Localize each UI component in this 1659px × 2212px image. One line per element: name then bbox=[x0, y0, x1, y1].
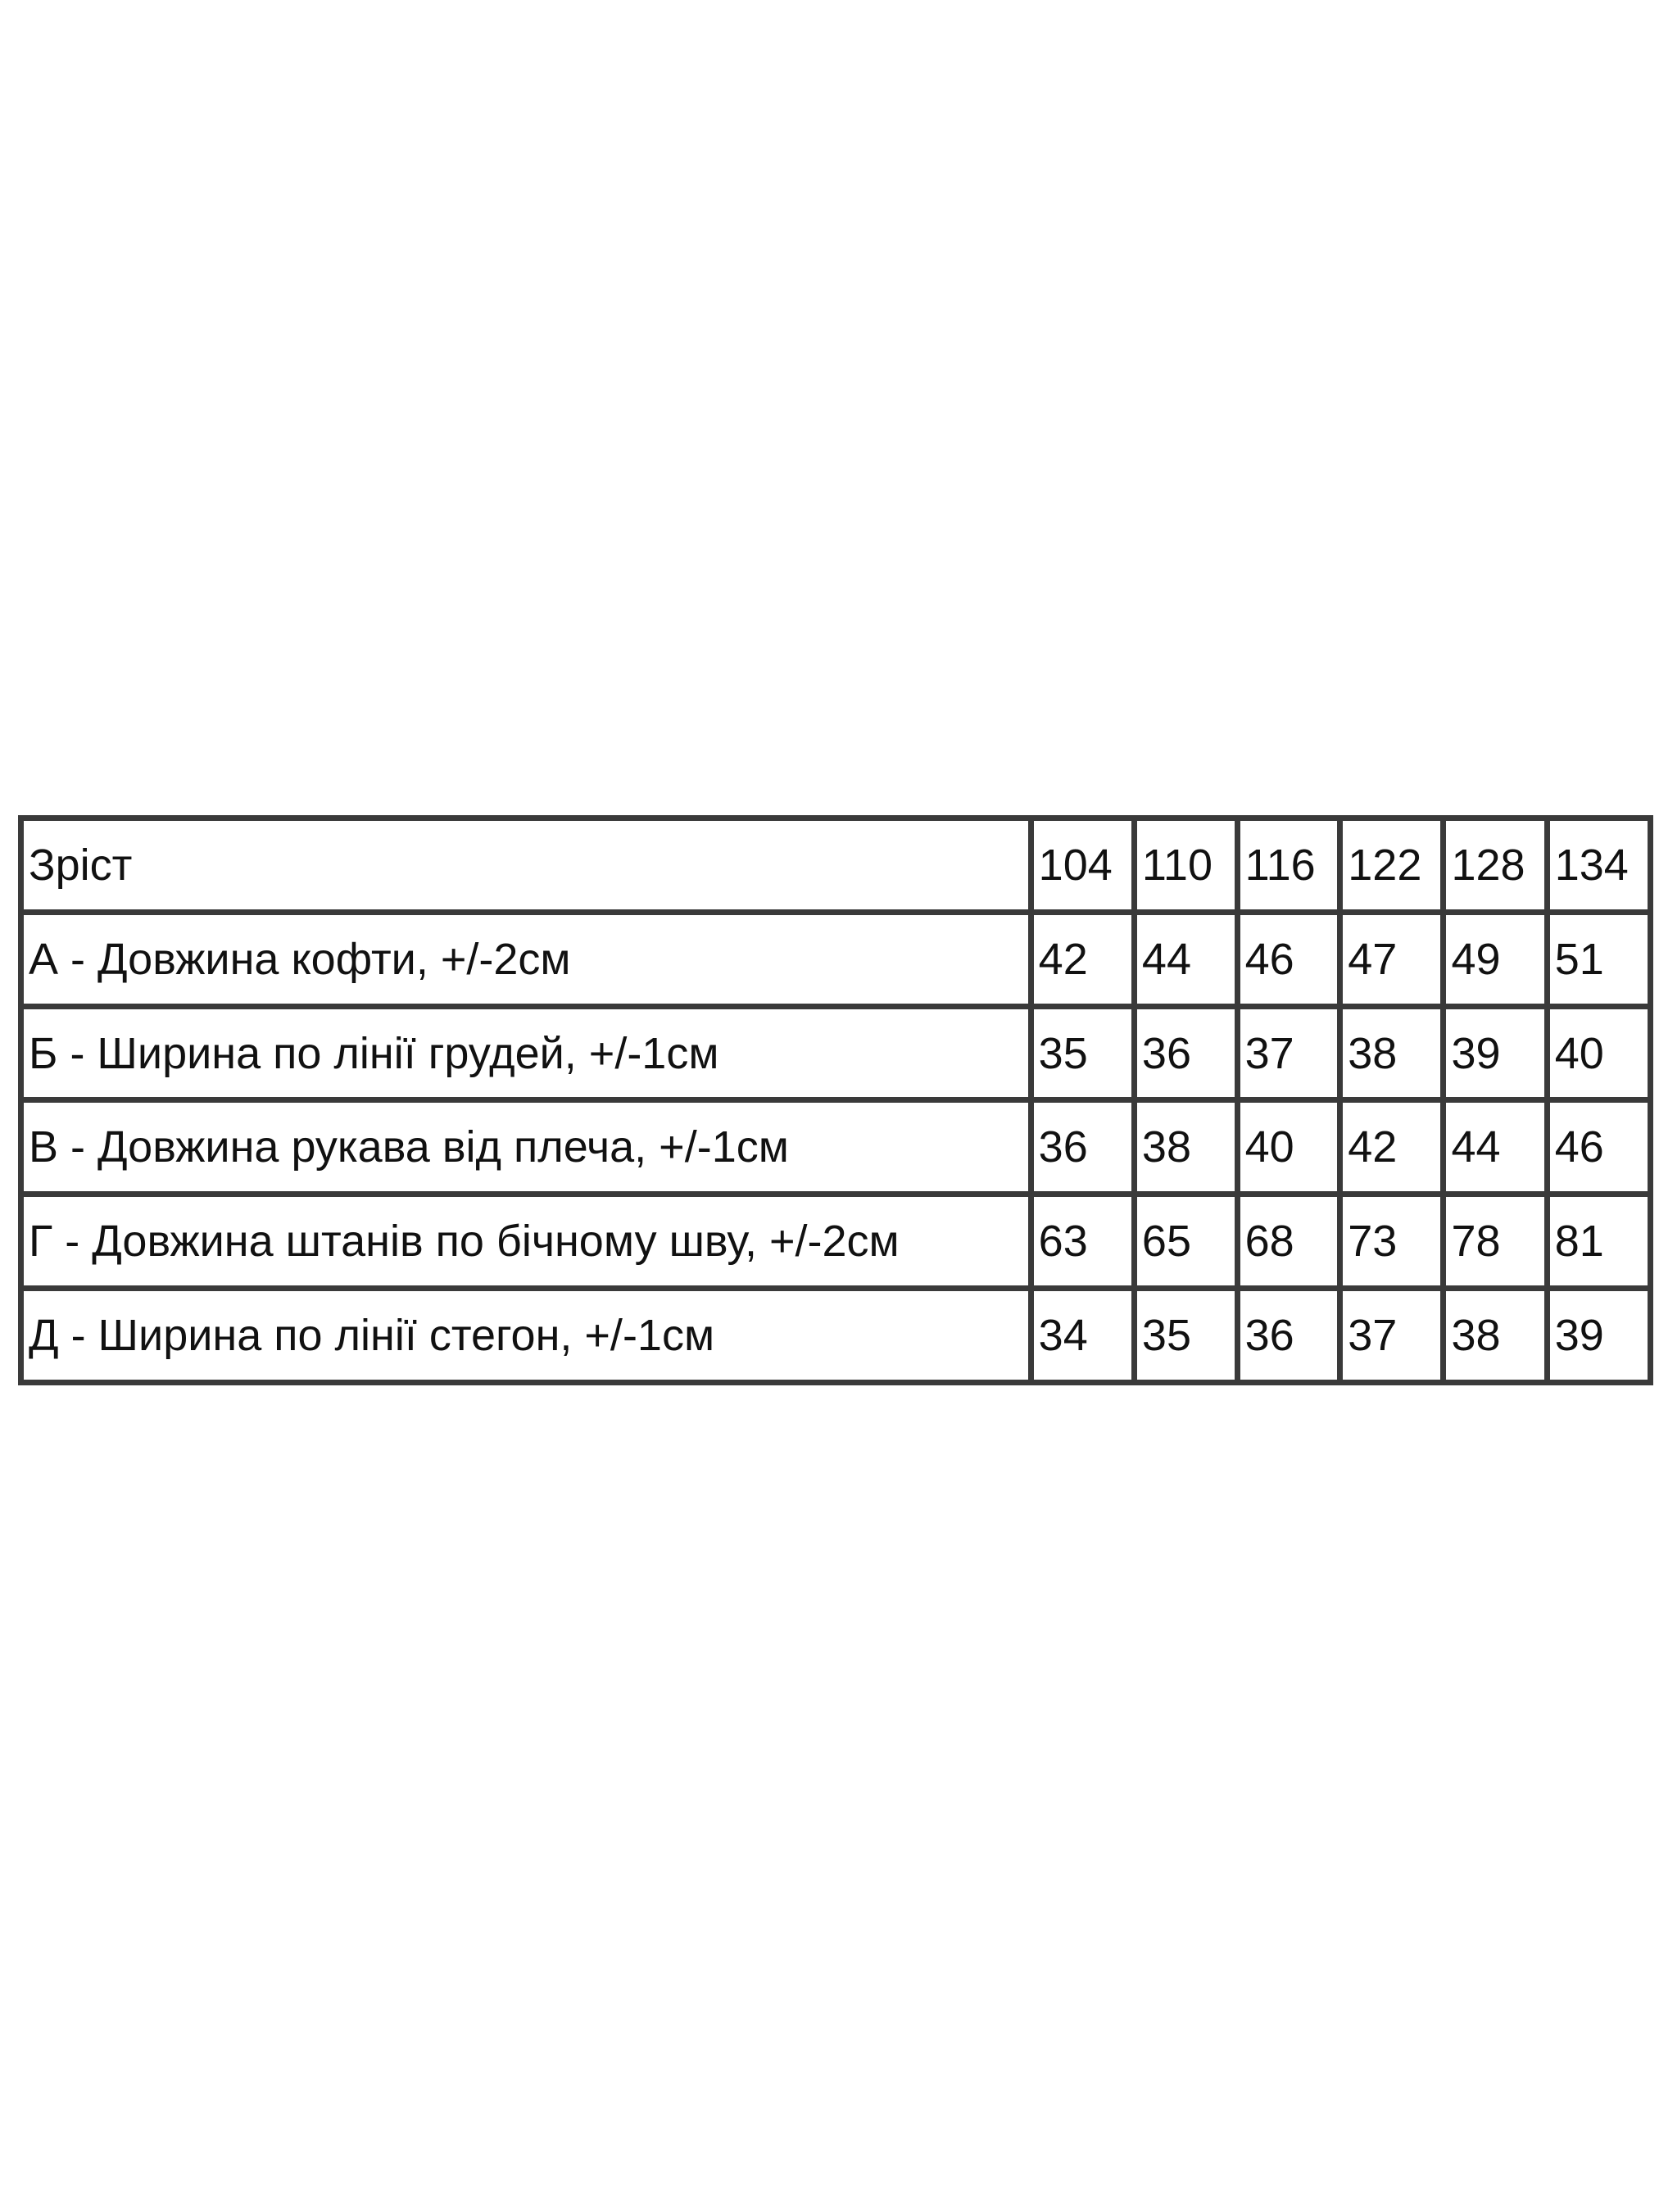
value-cell: 68 bbox=[1234, 1191, 1344, 1292]
value-cell: 38 bbox=[1131, 1097, 1240, 1198]
value-cell: 40 bbox=[1234, 1097, 1344, 1198]
table-row: Г - Довжина штанів по бічному шву, +/-2с… bbox=[18, 1191, 1654, 1292]
value-cell: 37 bbox=[1337, 1285, 1447, 1385]
row-label: Д - Ширина по лінії стегон, +/-1см bbox=[18, 1285, 1034, 1385]
table-header-row: Зріст 104 110 116 122 128 134 bbox=[18, 815, 1654, 915]
value-cell: 46 bbox=[1234, 909, 1344, 1009]
table-row: А - Довжина кофти, +/-2см 42 44 46 47 49 51 bbox=[18, 909, 1654, 1009]
size-chart-table: Зріст 104 110 116 122 128 134 А - Довжин… bbox=[18, 815, 1654, 1385]
value-cell: 38 bbox=[1440, 1285, 1550, 1385]
value-cell: 36 bbox=[1234, 1285, 1344, 1385]
row-label: А - Довжина кофти, +/-2см bbox=[18, 909, 1034, 1009]
value-cell: 38 bbox=[1337, 1003, 1447, 1104]
value-cell: 35 bbox=[1131, 1285, 1240, 1385]
value-cell: 63 bbox=[1027, 1191, 1137, 1292]
size-cell: 116 bbox=[1234, 815, 1344, 915]
size-cell: 134 bbox=[1543, 815, 1654, 915]
value-cell: 49 bbox=[1440, 909, 1550, 1009]
value-cell: 39 bbox=[1440, 1003, 1550, 1104]
value-cell: 40 bbox=[1543, 1003, 1654, 1104]
value-cell: 65 bbox=[1131, 1191, 1240, 1292]
row-label: Г - Довжина штанів по бічному шву, +/-2с… bbox=[18, 1191, 1034, 1292]
value-cell: 81 bbox=[1543, 1191, 1654, 1292]
table-row: Д - Ширина по лінії стегон, +/-1см 34 35 36… bbox=[18, 1285, 1654, 1385]
value-cell: 44 bbox=[1131, 909, 1240, 1009]
table-row: В - Довжина рукава від плеча, +/-1см 36 38… bbox=[18, 1097, 1654, 1198]
value-cell: 73 bbox=[1337, 1191, 1447, 1292]
value-cell: 42 bbox=[1337, 1097, 1447, 1198]
value-cell: 51 bbox=[1543, 909, 1654, 1009]
value-cell: 39 bbox=[1543, 1285, 1654, 1385]
value-cell: 42 bbox=[1027, 909, 1137, 1009]
value-cell: 46 bbox=[1543, 1097, 1654, 1198]
value-cell: 78 bbox=[1440, 1191, 1550, 1292]
size-cell: 122 bbox=[1337, 815, 1447, 915]
row-label: В - Довжина рукава від плеча, +/-1см bbox=[18, 1097, 1034, 1198]
value-cell: 47 bbox=[1337, 909, 1447, 1009]
size-cell: 128 bbox=[1440, 815, 1550, 915]
size-cell: 110 bbox=[1131, 815, 1240, 915]
header-label: Зріст bbox=[18, 815, 1034, 915]
value-cell: 37 bbox=[1234, 1003, 1344, 1104]
table-row: Б - Ширина по лінії грудей, +/-1см 35 36 37… bbox=[18, 1003, 1654, 1104]
value-cell: 35 bbox=[1027, 1003, 1137, 1104]
value-cell: 34 bbox=[1027, 1285, 1137, 1385]
value-cell: 36 bbox=[1131, 1003, 1240, 1104]
size-cell: 104 bbox=[1027, 815, 1137, 915]
value-cell: 36 bbox=[1027, 1097, 1137, 1198]
value-cell: 44 bbox=[1440, 1097, 1550, 1198]
row-label: Б - Ширина по лінії грудей, +/-1см bbox=[18, 1003, 1034, 1104]
